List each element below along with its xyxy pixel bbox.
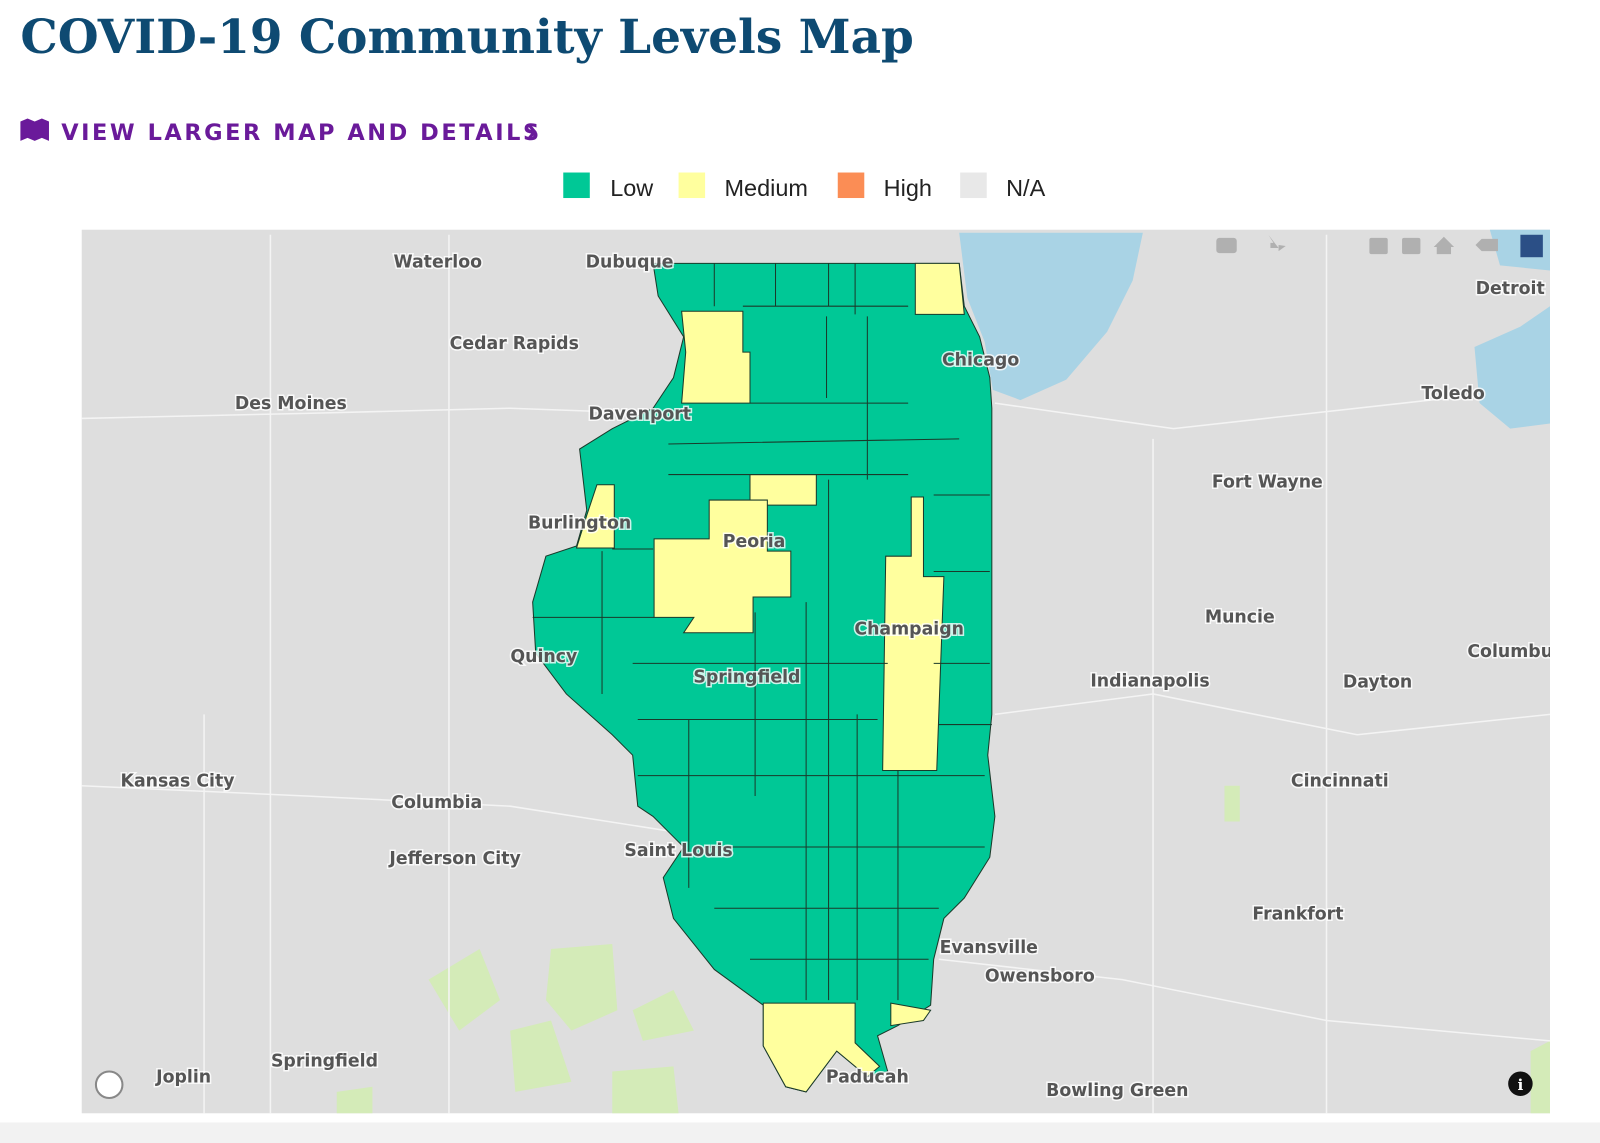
tool-camera[interactable] — [1216, 237, 1237, 254]
city-label: Chicago — [942, 350, 1019, 370]
roads — [81, 234, 1550, 1114]
legend-label: High — [884, 175, 932, 201]
legend: Low Medium High N/A — [563, 172, 1046, 201]
city-label: Joplin — [155, 1068, 211, 1088]
city-label: Jefferson City — [388, 849, 520, 869]
city-label: Peoria — [723, 532, 786, 552]
city-label: Columbia — [391, 793, 482, 813]
legend-label: N/A — [1006, 175, 1045, 201]
city-label: Champaign — [854, 620, 964, 640]
city-label: Owensboro — [985, 967, 1095, 987]
map[interactable]: i Waterloo Dubuque Cedar Rapids Des Moin… — [81, 229, 1553, 1114]
city-label: Burlington — [528, 514, 631, 534]
tool-zoom-out[interactable] — [1402, 237, 1421, 255]
legend-swatch — [960, 172, 987, 199]
legend-swatch — [678, 172, 706, 199]
city-label: Waterloo — [393, 252, 482, 272]
link-text[interactable]: VIEW LARGER MAP AND DETAILS — [61, 120, 541, 146]
city-label: Saint Louis — [624, 841, 732, 861]
city-label: Muncie — [1205, 607, 1275, 627]
city-label: Quincy — [510, 647, 577, 667]
city-label: Dayton — [1343, 673, 1412, 693]
city-label: Cedar Rapids — [450, 334, 579, 354]
city-label: Paducah — [826, 1068, 909, 1088]
city-labels: Waterloo Dubuque Cedar Rapids Des Moines… — [119, 251, 1553, 1103]
parks — [336, 785, 1550, 1114]
city-label: Des Moines — [235, 394, 347, 414]
tool-home[interactable] — [1433, 236, 1455, 255]
city-label: Indianapolis — [1090, 672, 1209, 692]
city-label: Frankfort — [1252, 904, 1343, 924]
city-label: Dubuque — [586, 252, 674, 272]
view-larger-link[interactable]: VIEW LARGER MAP AND DETAILS — [20, 118, 541, 146]
city-label: Evansville — [940, 938, 1038, 958]
tool-zoom-in[interactable] — [1369, 237, 1388, 255]
city-label: Springfield — [271, 1051, 378, 1071]
city-label: Cincinnati — [1291, 772, 1389, 792]
city-label: Davenport — [588, 404, 691, 424]
city-label: Springfield — [693, 668, 800, 688]
county-borders — [532, 263, 992, 1001]
info-button[interactable] — [1508, 1071, 1533, 1096]
tool-pan[interactable] — [1268, 234, 1286, 252]
legend-label: Low — [610, 175, 653, 201]
legend-label: Medium — [724, 175, 807, 201]
city-label: Bowling Green — [1046, 1081, 1188, 1101]
map-logo[interactable] — [94, 1070, 124, 1100]
tool-plotly[interactable] — [1520, 234, 1543, 258]
page-title: COVID-19 Community Levels Map — [20, 10, 913, 65]
tool-hover[interactable] — [1475, 238, 1498, 252]
city-label: Fort Wayne — [1212, 473, 1323, 493]
city-label: Columbu — [1467, 642, 1553, 662]
illinois-medium — [575, 262, 965, 1093]
city-label: Detroit — [1476, 279, 1545, 299]
legend-swatch — [563, 172, 590, 199]
city-label: Toledo — [1421, 384, 1485, 404]
chevron — [527, 123, 537, 140]
legend-swatch — [837, 172, 865, 199]
map-icon — [20, 118, 49, 141]
toolbar[interactable] — [1216, 234, 1543, 258]
info-icon: i — [1518, 1076, 1524, 1094]
page-footer-strip — [0, 1122, 1600, 1143]
city-label: Kansas City — [121, 772, 235, 792]
